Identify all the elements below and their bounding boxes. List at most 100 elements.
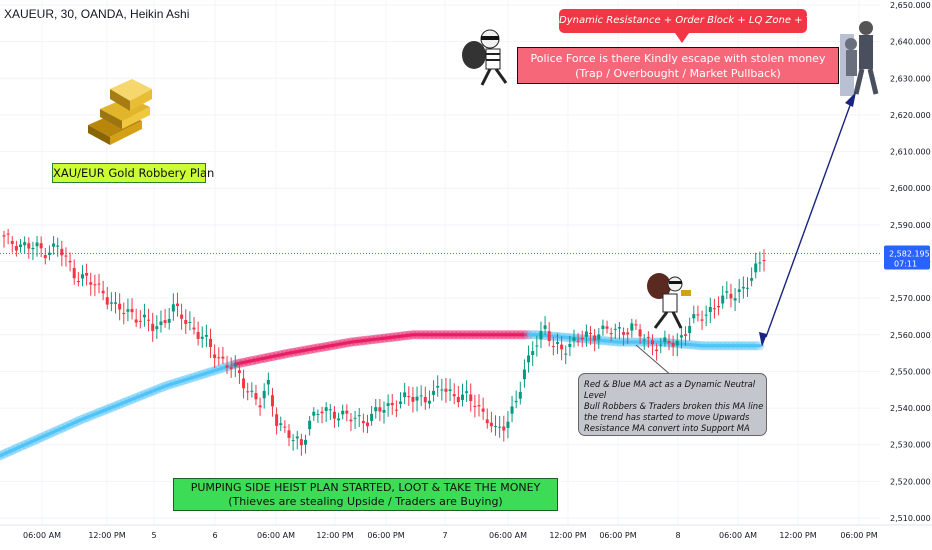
candle-body — [539, 331, 543, 340]
projection-arrows — [635, 92, 856, 377]
candle-body — [225, 365, 229, 368]
gold-bars-icon — [88, 79, 152, 145]
police-line-2: (Trap / Overbought / Market Pullback) — [575, 67, 781, 80]
candle-body — [452, 394, 456, 397]
candle-body — [659, 344, 663, 346]
candle-body — [605, 326, 609, 329]
candle-body — [138, 320, 142, 322]
candle-body — [270, 395, 274, 407]
candle-body — [365, 422, 369, 427]
candle-body — [101, 290, 105, 294]
candle-body — [460, 394, 464, 400]
candle-body — [295, 436, 299, 439]
candle-body — [465, 391, 469, 393]
candle-body — [68, 260, 72, 263]
resistance-callout-pointer — [675, 33, 689, 43]
candle-body — [762, 259, 766, 261]
ma-note-callout: Red & Blue MA act as a Dynamic Neutral L… — [578, 373, 767, 436]
candle-body — [622, 332, 626, 335]
candle-body — [725, 291, 729, 293]
candle-body — [316, 413, 320, 415]
candle-body — [432, 390, 436, 395]
candle-body — [229, 366, 233, 370]
police-officers-icon — [840, 21, 879, 96]
pump-line-1: PUMPING SIDE HEIST PLAN STARTED, LOOT & … — [190, 481, 541, 494]
candle-body — [134, 319, 138, 323]
candle-body — [353, 417, 357, 419]
candle-body — [171, 304, 175, 312]
x-tick-label: 06:00 AM — [23, 531, 61, 540]
y-tick-label: 2,570.000 — [890, 294, 931, 303]
y-tick-label: 2,550.000 — [890, 367, 931, 376]
candle-body — [262, 390, 266, 399]
candle-body — [10, 241, 14, 244]
candle-body — [47, 252, 51, 256]
y-tick-label: 2,610.000 — [890, 148, 931, 157]
candle-body — [737, 289, 741, 293]
candle-body — [494, 426, 498, 428]
pump-line-2: (Thieves are stealing Upside / Traders a… — [228, 495, 503, 508]
y-tick-label: 2,520.000 — [890, 477, 931, 486]
candle-body — [72, 268, 76, 279]
candle-body — [506, 421, 510, 428]
candle-body — [688, 325, 692, 334]
candle-body — [655, 349, 659, 352]
y-tick-label: 2,630.000 — [890, 74, 931, 83]
candle-body — [93, 284, 97, 286]
y-tick-label: 2,600.000 — [890, 184, 931, 193]
candle-body — [283, 426, 287, 428]
x-tick-label: 06:00 PM — [367, 531, 404, 540]
police-callout: Police Force is there Kindly escape with… — [517, 47, 839, 84]
candle-body — [200, 336, 204, 339]
candle-body — [473, 405, 477, 407]
police-line-1: Police Force is there Kindly escape with… — [530, 52, 826, 65]
candle-body — [700, 319, 704, 321]
candle-body — [741, 286, 745, 289]
candle-body — [613, 328, 617, 330]
candle-body — [407, 396, 411, 398]
candle-body — [564, 353, 568, 355]
candle-body — [142, 314, 146, 318]
y-tick-label: 2,650.000 — [890, 1, 931, 10]
candle-body — [192, 327, 196, 330]
candle-body — [489, 422, 493, 427]
candle-body — [291, 440, 295, 442]
candle-body — [485, 419, 489, 424]
candle-body — [118, 303, 122, 310]
candle-body — [419, 395, 423, 397]
candle-body — [638, 329, 642, 337]
candle-body — [514, 400, 518, 403]
candle-body — [436, 385, 440, 388]
candle-body — [754, 263, 758, 273]
robbery-plan-label: XAU/EUR Gold Robbery Plan — [52, 163, 214, 183]
candle-body — [498, 426, 502, 428]
candle-body — [708, 306, 712, 313]
candle-body — [609, 333, 613, 335]
candle-body — [394, 409, 398, 411]
candle-body — [721, 295, 725, 304]
candle-body — [704, 314, 708, 316]
time-axis[interactable]: 06:00 AM 12:00 PM 5 6 06:00 AM 12:00 PM 06:00 … — [0, 524, 932, 540]
candle-body — [696, 314, 700, 316]
x-tick-label: 6 — [212, 531, 217, 540]
y-tick-label: 2,640.000 — [890, 38, 931, 47]
price-badge — [884, 245, 930, 270]
candle-body — [448, 389, 452, 392]
candle-body — [733, 298, 737, 301]
candle-body — [105, 297, 109, 305]
ma-note-line-3: the trend has started to move Upwards — [584, 412, 750, 422]
x-tick-label: 8 — [675, 531, 680, 540]
candle-body — [374, 407, 378, 412]
candle-body — [258, 405, 262, 408]
candle-body — [630, 323, 634, 331]
candle-body — [6, 233, 10, 235]
candle-body — [415, 396, 419, 401]
candle-body — [580, 337, 584, 340]
candle-body — [589, 332, 593, 334]
x-tick-label: 06:00 AM — [489, 531, 527, 540]
candle-body — [337, 418, 341, 421]
candle-body — [729, 293, 733, 299]
candle-body — [217, 357, 221, 359]
